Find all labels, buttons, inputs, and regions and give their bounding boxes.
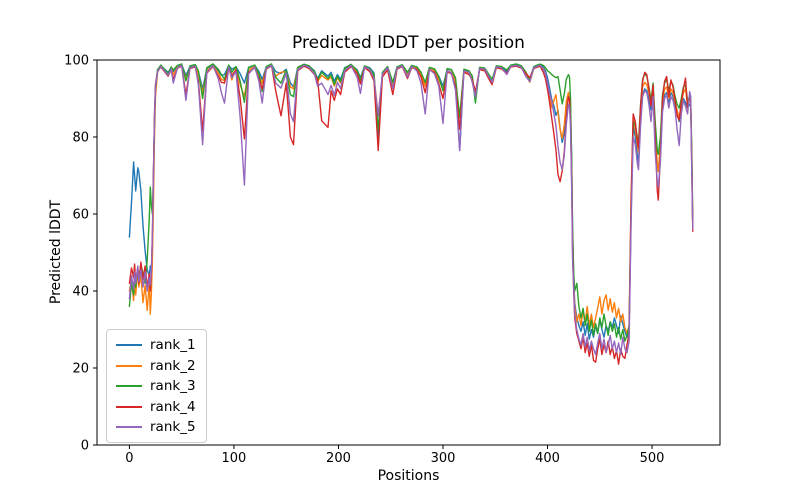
x-axis-label: Positions — [377, 468, 440, 484]
series-line-rank_3 — [128, 63, 694, 342]
legend-item-rank_1: rank_1 — [116, 337, 198, 353]
legend-label: rank_3 — [150, 378, 196, 394]
x-tick-label: 300 — [431, 451, 456, 466]
y-tick-label: 60 — [72, 208, 89, 223]
series-line-rank_4 — [128, 65, 694, 365]
legend-item-rank_4: rank_4 — [116, 399, 198, 415]
y-tick-label: 20 — [72, 362, 89, 377]
plot-title: Predicted lDDT per position — [292, 33, 525, 53]
legend-line-swatch — [116, 405, 142, 408]
y-tick-label: 80 — [72, 131, 89, 146]
x-tick-label: 200 — [326, 451, 351, 466]
legend-line-swatch — [116, 385, 142, 387]
x-tick-label: 100 — [222, 451, 247, 466]
legend-line-swatch — [116, 364, 142, 367]
legend-item-rank_2: rank_2 — [116, 358, 198, 374]
x-tick-label: 400 — [535, 451, 560, 466]
legend-label: rank_5 — [150, 419, 196, 435]
series-line-rank_2 — [128, 64, 694, 335]
x-tick-label: 0 — [125, 451, 133, 466]
series-line-rank_1 — [128, 63, 694, 340]
legend: rank_1 rank_2 rank_3 rank_4 rank_5 — [106, 329, 207, 443]
legend-label: rank_1 — [150, 337, 196, 353]
legend-line-swatch — [116, 344, 142, 346]
x-tick-label: 500 — [640, 451, 665, 466]
legend-label: rank_4 — [150, 398, 196, 415]
series-line-rank_5 — [128, 64, 694, 356]
legend-line-swatch — [116, 426, 142, 428]
y-tick-label: 40 — [72, 285, 89, 300]
axes-spines — [96, 59, 721, 446]
legend-item-rank_3: rank_3 — [116, 378, 198, 394]
y-tick-label: 0 — [81, 439, 89, 454]
legend-label: rank_2 — [150, 357, 196, 374]
y-tick-label: 100 — [64, 54, 89, 69]
legend-item-rank_5: rank_5 — [116, 419, 198, 435]
